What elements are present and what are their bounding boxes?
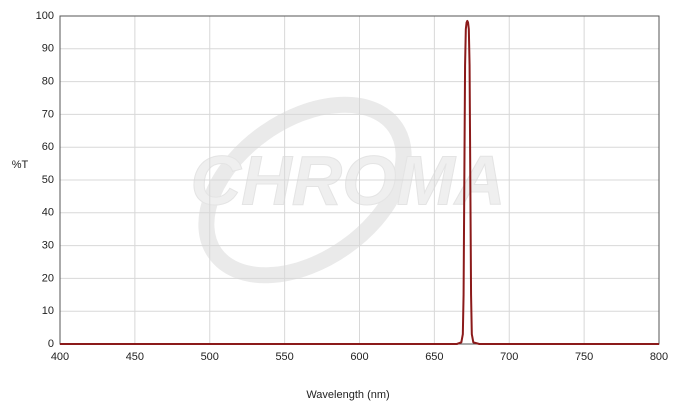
y-tick-label: 60: [42, 141, 54, 153]
y-tick-label: 0: [48, 338, 54, 350]
y-tick-label: 100: [36, 10, 54, 22]
x-tick-label: 700: [500, 351, 518, 363]
x-tick-label: 400: [51, 351, 69, 363]
grid: [59, 15, 660, 345]
y-axis-label: %T: [12, 159, 29, 171]
y-tick-label: 50: [42, 174, 54, 186]
x-tick-label: 500: [201, 351, 219, 363]
x-axis-label: Wavelength (nm): [306, 389, 389, 401]
x-tick-label: 600: [350, 351, 368, 363]
x-tick-label: 550: [275, 351, 293, 363]
watermark-swoosh: [198, 96, 412, 284]
x-tick-label: 450: [126, 351, 144, 363]
x-tick-label: 800: [650, 351, 668, 363]
y-tick-label: 90: [42, 43, 54, 55]
y-tick-label: 70: [42, 108, 54, 120]
y-tick-label: 40: [42, 207, 54, 219]
watermark-group: CHROMA: [190, 96, 506, 284]
y-tick-label: 80: [42, 76, 54, 88]
y-tick-label: 20: [42, 272, 54, 284]
x-tick-label: 750: [575, 351, 593, 363]
y-tick-label: 30: [42, 240, 54, 252]
x-tick-label: 650: [425, 351, 443, 363]
y-tick-label: 10: [42, 305, 54, 317]
watermark: CHROMA: [191, 141, 506, 219]
data-line: [60, 19, 659, 345]
